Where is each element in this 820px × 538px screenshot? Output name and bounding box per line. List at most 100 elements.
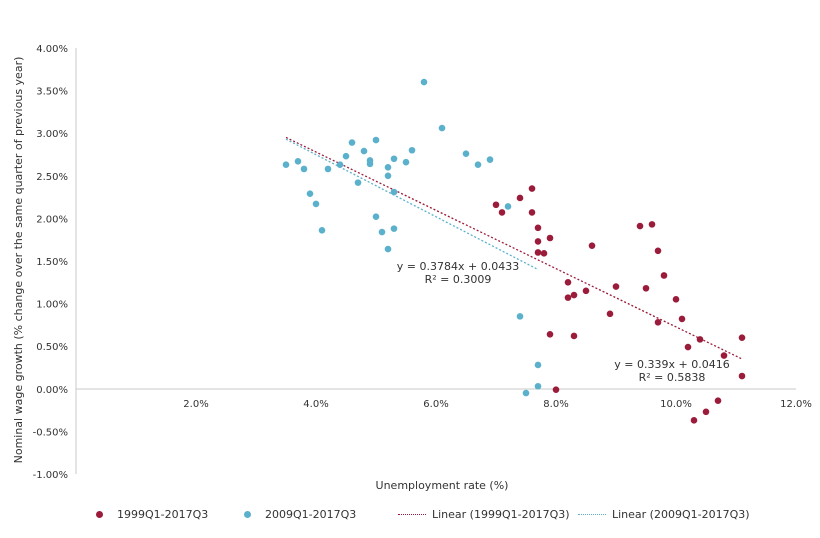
series-1-point <box>570 332 578 340</box>
x-axis-title: Unemployment rate (%) <box>376 479 509 492</box>
series-2-point <box>384 172 392 180</box>
series-2-point <box>366 160 374 168</box>
x-tick-label: 6.0% <box>423 399 448 410</box>
series-2-point <box>408 146 416 154</box>
series-1-point <box>720 352 728 359</box>
series-2-point <box>294 158 302 165</box>
series-2-point <box>402 158 410 166</box>
legend-item: Linear (1999Q1-2017Q3) <box>398 508 570 521</box>
y-tick-label: 2.00% <box>36 214 68 225</box>
series-1-point <box>654 319 662 326</box>
series-2-point <box>300 165 308 173</box>
series-2-point <box>534 382 542 390</box>
legend-item: 2009Q1-2017Q3 <box>244 508 356 521</box>
series-2-point <box>384 163 392 171</box>
legend-item: Linear (2009Q1-2017Q3) <box>578 508 750 521</box>
series-2-point <box>312 200 320 208</box>
trendlines <box>285 136 743 360</box>
series-1-point <box>684 343 692 351</box>
series-1-point <box>672 296 680 303</box>
series-1-point <box>546 330 554 338</box>
x-tick-label: 2.0% <box>183 399 208 410</box>
series-1-point <box>636 222 644 230</box>
series-2-point <box>420 78 428 86</box>
series-2-point <box>360 147 368 155</box>
legend-line-marker <box>398 514 426 515</box>
series-1-point <box>534 249 542 256</box>
x-tick-label: 10.0% <box>660 399 692 410</box>
y-tick-label: 1.00% <box>36 300 68 311</box>
series-1-point <box>564 294 572 301</box>
trendline-equation: y = 0.3784x + 0.0433 <box>397 260 519 273</box>
series-2-point <box>372 213 380 220</box>
series-1-point <box>702 408 710 416</box>
legend-label: 1999Q1-2017Q3 <box>117 508 209 521</box>
series-1-point <box>690 417 698 424</box>
series-1-point <box>660 272 668 279</box>
series-2-point <box>384 245 392 253</box>
series-1-point <box>588 242 596 249</box>
series-2-point <box>534 361 542 369</box>
legend-dot-marker <box>96 511 103 518</box>
series-2-point <box>342 152 350 160</box>
series-1-point <box>498 209 506 216</box>
data-points <box>282 78 746 424</box>
series-2-point <box>324 165 332 173</box>
series-2-point <box>522 389 530 397</box>
legend-line-marker <box>578 514 606 515</box>
legend-label: Linear (2009Q1-2017Q3) <box>612 508 750 521</box>
x-tick-label: 8.0% <box>543 399 568 410</box>
series-1-point <box>696 336 704 343</box>
series-1-point <box>642 284 650 292</box>
series-1-point <box>582 287 590 295</box>
series-1-point <box>648 221 656 228</box>
series-2-point <box>438 124 446 132</box>
series-2-point <box>354 179 362 186</box>
series-1-point <box>534 224 542 232</box>
series-1-point <box>564 279 572 286</box>
series-1-point <box>738 334 746 341</box>
series-1-point <box>654 247 662 255</box>
y-axis-title: Nominal wage growth (% change over the s… <box>12 57 25 464</box>
trendline-r-squared: R² = 0.5838 <box>639 371 706 384</box>
series-1-point <box>516 194 524 202</box>
series-1-point <box>534 238 542 245</box>
series-2-point <box>348 139 356 146</box>
series-1-point <box>738 372 746 380</box>
series-1-point <box>546 234 554 242</box>
series-1-point <box>528 185 536 192</box>
series-2-point <box>504 203 512 210</box>
series-2-point <box>390 155 398 163</box>
trendline-2 <box>285 138 539 271</box>
series-1-point <box>570 291 578 299</box>
series-2-point <box>462 150 470 157</box>
series-2-point <box>336 161 344 169</box>
series-1-point <box>552 386 560 393</box>
legend-item: 1999Q1-2017Q3 <box>96 508 208 521</box>
x-tick-labels: 2.0% 4.0% 6.0% 8.0% 10.0% 12.0% <box>183 399 812 410</box>
y-tick-label: 0.00% <box>36 385 68 396</box>
y-tick-label: 1.50% <box>36 257 68 268</box>
x-tick-label: 4.0% <box>303 399 328 410</box>
x-tick-label: 12.0% <box>780 399 812 410</box>
y-tick-label: 4.00% <box>36 44 68 55</box>
y-tick-label: 3.50% <box>36 87 68 98</box>
y-tick-label: 2.50% <box>36 172 68 183</box>
series-1-point <box>612 283 620 290</box>
trendline-1 <box>285 136 743 360</box>
series-1-point <box>678 315 686 323</box>
series-1-point <box>606 310 614 318</box>
series-1-point <box>540 250 548 257</box>
y-tick-label: 0.50% <box>36 342 68 353</box>
series-2-point <box>306 190 314 197</box>
series-2-point <box>486 156 494 163</box>
y-tick-label: 3.00% <box>36 129 68 140</box>
series-1-point <box>528 209 536 216</box>
series-2-point <box>372 136 380 144</box>
y-tick-label: -0.50% <box>33 427 68 438</box>
legend-dot-marker <box>244 511 251 518</box>
series-2-point <box>516 313 524 320</box>
series-2-point <box>390 188 398 196</box>
